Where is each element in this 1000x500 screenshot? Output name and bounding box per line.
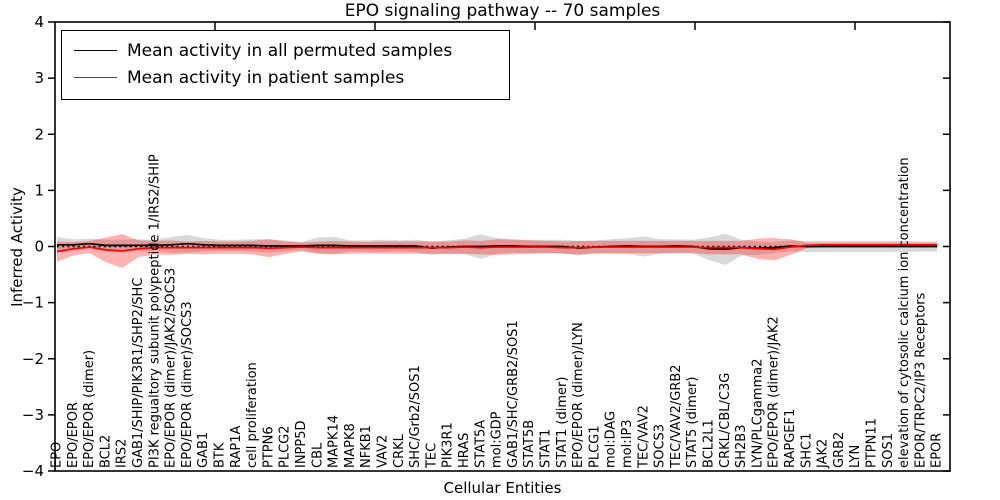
x-tick-label: mol:GDP (490, 411, 505, 468)
permuted-line-sample (74, 50, 117, 51)
x-tick-label: EPO/EPOR (dimer)/LYN (571, 322, 586, 468)
x-tick-label: TEC (424, 443, 439, 469)
y-tick-label: 0 (34, 238, 44, 256)
y-tick-label: 3 (34, 69, 44, 87)
x-tick-label: VAV2 (376, 435, 391, 468)
x-tick-label: SOS1 (881, 433, 896, 468)
x-tick-label: EPOR/TRPC2/IP3 Receptors (913, 292, 928, 468)
x-tick-label: MAPK8 (343, 423, 358, 468)
x-tick-label: PTPN11 (865, 418, 880, 468)
x-tick-label: STAT5 (dimer) (685, 377, 700, 468)
x-tick-label: EPOR (930, 433, 945, 468)
x-tick-label: EPO (50, 442, 65, 468)
x-tick-label: STAT1 (539, 429, 554, 468)
x-tick-label: GAB1 (196, 432, 211, 468)
x-tick-label: BCL2L1 (702, 419, 717, 468)
chart-title: EPO signaling pathway -- 70 samples (344, 1, 661, 21)
x-tick-label: INPP5D (294, 420, 309, 468)
legend: Mean activity in all permuted samples Me… (61, 30, 510, 100)
x-tick-label: mol:DAG (604, 411, 619, 468)
x-tick-label: PLCG2 (278, 425, 293, 468)
legend-entry-patient: Mean activity in patient samples (62, 64, 509, 91)
x-tick-label: IRS2 (115, 439, 130, 468)
x-tick-label: BCL2 (98, 435, 113, 468)
x-tick-label: PI3K regualtory subunit polypeptide 1/IR… (147, 154, 162, 468)
mean-line-permuted (57, 242, 938, 251)
x-tick-label: TEC/VAV2/GRB2 (669, 364, 684, 469)
x-tick-label: GAB1/SHC/GRB2/SOS1 (506, 320, 521, 468)
x-tick-label: PIK3R1 (441, 422, 456, 468)
x-tick-label: SHC1 (799, 433, 814, 468)
x-tick-label: SHC/Grb2/SOS1 (408, 365, 423, 468)
x-tick-label: PTPN6 (261, 426, 276, 468)
x-tick-label: RAPGEF1 (783, 409, 798, 468)
x-tick-label: STAT5B (522, 420, 537, 468)
band-patient (57, 234, 938, 268)
x-tick-label: CRKL/CBL/C3G (718, 373, 733, 468)
x-tick-label: EPO/EPOR (dimer)/JAK2/SOCS3 (164, 268, 179, 468)
x-tick-label: RAP1A (229, 425, 244, 468)
x-tick-label: EPO/EPOR (dimer)/SOCS3 (180, 301, 195, 468)
y-tick-label: 1 (34, 181, 44, 199)
legend-entry-permuted: Mean activity in all permuted samples (62, 37, 509, 64)
y-tick-label: −4 (22, 462, 44, 480)
y-tick-label: −2 (22, 350, 44, 368)
x-tick-label: CRKL (392, 433, 407, 468)
x-tick-label: MAPK14 (327, 415, 342, 468)
x-tick-label: elevation of cytosolic calcium ion conce… (897, 157, 912, 468)
legend-label-permuted: Mean activity in all permuted samples (127, 40, 453, 61)
x-tick-label: LYN/PLCgamma2 (750, 358, 765, 468)
x-tick-label: PLCG1 (587, 425, 602, 468)
x-tick-label: NFKB1 (359, 425, 374, 468)
x-tick-label: cell proliferation (245, 362, 260, 468)
mean-line-patient (56, 243, 938, 253)
x-tick-label: SH2B3 (734, 425, 749, 469)
x-tick-label: STAT5A (473, 420, 488, 468)
band-permuted (57, 233, 938, 266)
x-tick-label: CBL (310, 442, 325, 468)
x-tick-label: GAB1/SHIP/PIK3R1/SHP2/SHC (131, 278, 146, 468)
x-tick-label: LYN (848, 445, 863, 468)
x-axis-label: Cellular Entities (443, 479, 562, 497)
x-tick-label: mol:IP3 (620, 419, 635, 468)
x-tick-label: GRB2 (832, 432, 847, 468)
x-tick-label: EPO/EPOR (dimer) (82, 350, 97, 468)
y-tick-label: −1 (22, 294, 44, 312)
x-tick-label: TEC/VAV2 (636, 405, 651, 469)
patient-line-sample (74, 77, 117, 78)
x-tick-label: SOCS3 (653, 424, 668, 468)
x-tick-label: EPO/EPOR (66, 402, 81, 468)
x-tick-label: BTK (213, 442, 228, 468)
legend-label-patient: Mean activity in patient samples (127, 67, 405, 88)
x-tick-label: EPO/EPOR (dimer)/JAK2 (767, 316, 782, 468)
x-tick-label: JAK2 (816, 439, 831, 469)
y-tick-label: 2 (34, 125, 44, 143)
x-tick-label: STAT1 (dimer) (555, 377, 570, 468)
y-tick-label: 4 (34, 13, 44, 31)
x-tick-label: HRAS (457, 433, 472, 468)
y-tick-label: −3 (22, 406, 44, 424)
